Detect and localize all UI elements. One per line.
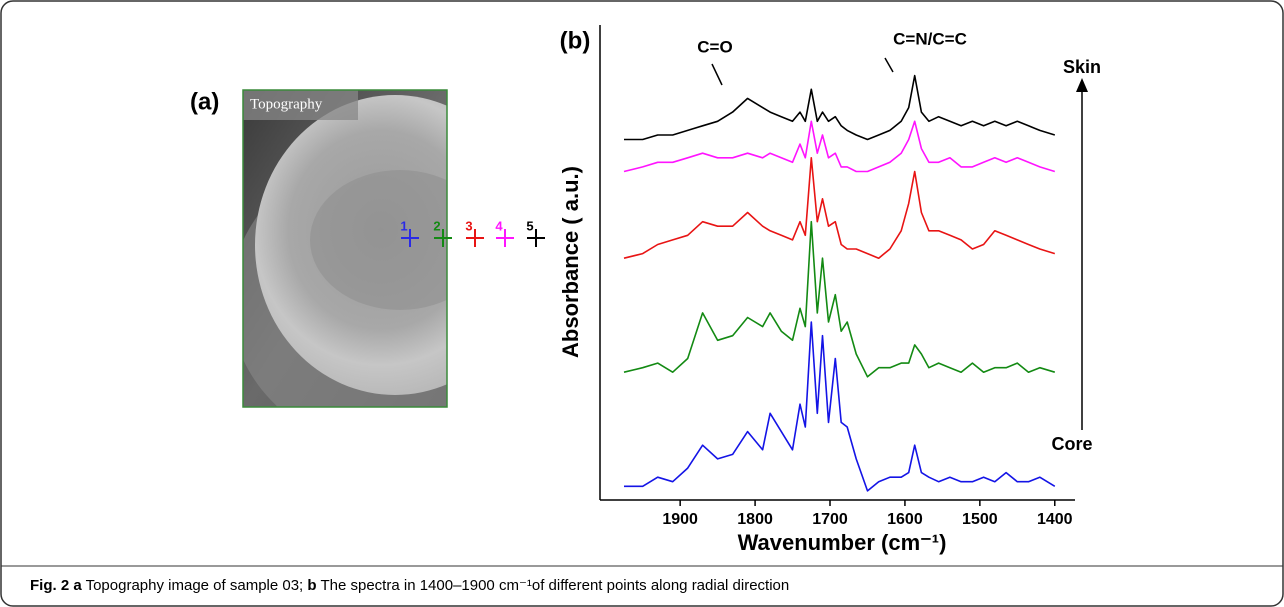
panel-label: (b) <box>560 27 591 54</box>
caption-part: a <box>73 577 82 594</box>
spectrum <box>623 120 1056 173</box>
y-axis-label: Absorbance ( a.u.) <box>558 166 583 358</box>
annotation: C=N/C=C <box>893 29 967 48</box>
caption-text: The spectra in 1400–1900 cm⁻¹of differen… <box>320 577 789 594</box>
spectrum <box>623 157 1056 259</box>
caption: Fig. 2 a Topography image of sample 03; … <box>30 577 789 594</box>
topography-image <box>243 90 447 407</box>
arrow-label: Skin <box>1063 57 1101 77</box>
x-tick-label: 1600 <box>887 511 923 528</box>
x-tick-label: 1500 <box>962 511 998 528</box>
x-axis-label: Wavenumber (cm⁻¹) <box>738 530 947 555</box>
x-tick-label: 1900 <box>662 511 698 528</box>
caption-text: Topography image of sample 03; <box>86 577 304 594</box>
image-border <box>242 89 448 408</box>
spectrum <box>623 220 1056 378</box>
marker-label: 3 <box>465 218 472 233</box>
direction-arrow <box>1076 78 1088 92</box>
spectrum <box>624 74 1056 141</box>
annotation-arrow <box>711 63 723 86</box>
panel-label: (a) <box>190 88 219 115</box>
marker-label: 4 <box>495 218 503 233</box>
caption-figure: Fig. 2 <box>30 577 69 594</box>
image-label: Topography <box>250 96 323 112</box>
annotation: C=O <box>697 37 732 56</box>
x-tick-label: 1800 <box>737 511 773 528</box>
x-tick-label: 1400 <box>1037 511 1073 528</box>
marker-label: 1 <box>400 218 407 233</box>
caption-part: b <box>307 577 316 594</box>
spectrum <box>624 321 1056 492</box>
annotation-arrow <box>884 57 894 73</box>
marker-label: 2 <box>433 218 440 233</box>
x-tick-label: 1700 <box>812 511 848 528</box>
marker-label: 5 <box>526 218 533 233</box>
arrow-label: Core <box>1051 434 1092 454</box>
